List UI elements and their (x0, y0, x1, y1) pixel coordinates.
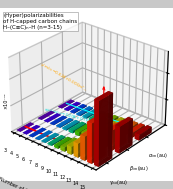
Text: ×10⁻¹¹: ×10⁻¹¹ (3, 93, 8, 109)
Text: (Hyper)polarizabilities
of H-capped carbon chains
H–(C≡C)ₙ–H (n=3-15): (Hyper)polarizabilities of H-capped carb… (3, 13, 78, 30)
Text: $\alpha_{iso}$(m)=$-$0.206$+$0.764m...: $\alpha_{iso}$(m)=$-$0.206$+$0.764m... (43, 106, 100, 128)
Text: $\gamma$(m)=$-$0.624$+$0.000m³...: $\gamma$(m)=$-$0.624$+$0.000m³... (38, 59, 90, 94)
X-axis label: Number of C≡C units (n): Number of C≡C units (n) (0, 176, 55, 189)
